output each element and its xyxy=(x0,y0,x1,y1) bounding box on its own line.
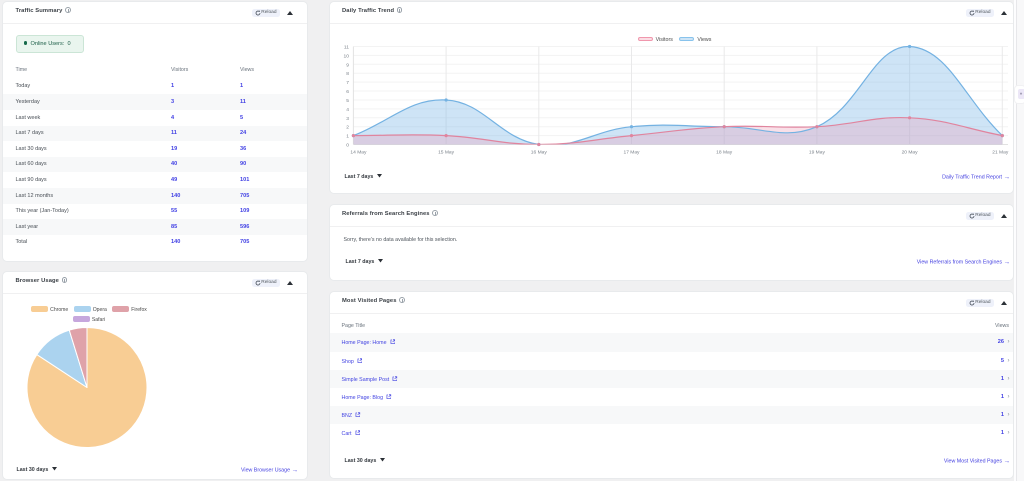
svg-text:19 May: 19 May xyxy=(809,150,826,156)
svg-text:7: 7 xyxy=(346,80,349,86)
svg-text:2: 2 xyxy=(346,125,349,131)
svg-text:14 May: 14 May xyxy=(350,150,367,156)
svg-text:5: 5 xyxy=(346,98,349,104)
svg-text:20 May: 20 May xyxy=(902,150,919,156)
svg-text:0: 0 xyxy=(346,143,349,149)
svg-text:3: 3 xyxy=(346,116,349,122)
svg-text:10: 10 xyxy=(344,53,350,59)
svg-text:4: 4 xyxy=(346,107,349,113)
svg-text:1: 1 xyxy=(346,134,349,140)
svg-text:17 May: 17 May xyxy=(623,150,640,156)
svg-text:16 May: 16 May xyxy=(531,150,548,156)
svg-text:15 May: 15 May xyxy=(438,150,455,156)
svg-text:6: 6 xyxy=(346,89,349,95)
svg-text:21 May: 21 May xyxy=(992,150,1009,156)
svg-text:9: 9 xyxy=(346,62,349,68)
svg-text:8: 8 xyxy=(346,71,349,77)
svg-text:11: 11 xyxy=(344,45,349,51)
svg-text:18 May: 18 May xyxy=(716,150,733,156)
